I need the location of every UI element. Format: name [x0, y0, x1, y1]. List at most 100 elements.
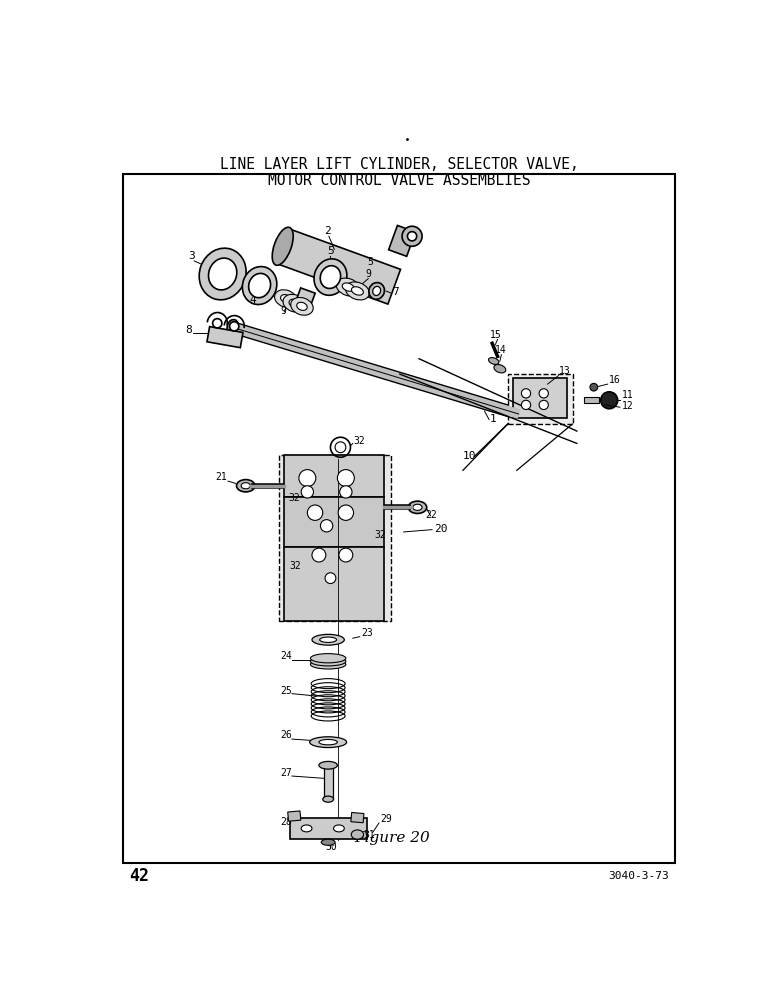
Polygon shape: [388, 225, 416, 256]
Text: 9: 9: [280, 306, 286, 316]
Text: 8: 8: [186, 325, 193, 335]
Text: 25: 25: [280, 686, 292, 696]
Polygon shape: [288, 811, 301, 821]
Text: 7: 7: [392, 287, 399, 297]
Circle shape: [521, 400, 530, 410]
Text: 23: 23: [361, 628, 373, 638]
Bar: [279, 455, 391, 620]
Ellipse shape: [281, 295, 291, 303]
Ellipse shape: [314, 259, 347, 295]
Ellipse shape: [283, 294, 306, 312]
Ellipse shape: [275, 290, 297, 308]
Text: 28: 28: [280, 817, 292, 827]
Circle shape: [601, 392, 618, 409]
Text: 20: 20: [434, 524, 448, 534]
Circle shape: [321, 520, 333, 532]
Text: 15: 15: [490, 330, 502, 340]
Circle shape: [590, 383, 597, 391]
Ellipse shape: [227, 320, 238, 333]
Bar: [324, 765, 333, 799]
Text: 32: 32: [353, 436, 365, 446]
Circle shape: [339, 548, 353, 562]
Text: 16: 16: [609, 375, 621, 385]
Text: 3: 3: [188, 251, 195, 261]
Text: 6: 6: [299, 303, 305, 313]
Ellipse shape: [321, 266, 341, 288]
Ellipse shape: [249, 273, 271, 298]
Circle shape: [229, 322, 239, 331]
Ellipse shape: [346, 282, 370, 300]
Ellipse shape: [289, 299, 300, 307]
Ellipse shape: [320, 637, 337, 642]
Ellipse shape: [321, 839, 335, 845]
Bar: [284, 455, 385, 497]
Polygon shape: [351, 812, 364, 823]
Ellipse shape: [319, 761, 338, 769]
Text: 9: 9: [366, 269, 372, 279]
Ellipse shape: [494, 365, 505, 373]
Text: 2: 2: [324, 226, 331, 236]
Text: 32: 32: [374, 530, 386, 540]
Bar: [513, 378, 567, 418]
Circle shape: [213, 319, 222, 328]
Ellipse shape: [319, 739, 338, 745]
Bar: [508, 374, 573, 424]
Bar: [284, 497, 385, 547]
Ellipse shape: [323, 796, 334, 802]
Text: 4: 4: [250, 295, 257, 305]
Ellipse shape: [312, 634, 344, 645]
Text: 13: 13: [559, 366, 571, 376]
Ellipse shape: [369, 283, 385, 299]
Text: 31: 31: [363, 830, 375, 840]
Ellipse shape: [241, 483, 250, 489]
Bar: [583, 397, 599, 403]
Text: 32: 32: [289, 561, 301, 571]
Ellipse shape: [236, 480, 255, 492]
Ellipse shape: [291, 297, 314, 315]
Ellipse shape: [199, 248, 246, 300]
Ellipse shape: [351, 830, 363, 839]
Text: MOTOR CONTROL VALVE ASSEMBLIES: MOTOR CONTROL VALVE ASSEMBLIES: [268, 173, 531, 188]
Circle shape: [312, 548, 326, 562]
Circle shape: [307, 505, 323, 520]
Ellipse shape: [334, 825, 344, 832]
Text: Figure 20: Figure 20: [354, 831, 430, 845]
Text: 1: 1: [490, 414, 497, 424]
Ellipse shape: [373, 286, 381, 295]
Ellipse shape: [342, 283, 354, 291]
Text: 21: 21: [215, 472, 227, 482]
Text: 24: 24: [280, 651, 292, 661]
Text: 3040-3-73: 3040-3-73: [608, 871, 668, 881]
Ellipse shape: [310, 660, 346, 669]
Circle shape: [301, 486, 314, 498]
Circle shape: [325, 573, 336, 584]
Text: 5: 5: [328, 246, 334, 256]
Text: 5: 5: [367, 257, 374, 267]
Text: 32: 32: [288, 493, 300, 503]
Text: 11: 11: [622, 390, 633, 400]
Text: 10: 10: [463, 451, 477, 461]
Ellipse shape: [413, 504, 422, 510]
Ellipse shape: [336, 278, 360, 296]
Ellipse shape: [296, 302, 307, 310]
Circle shape: [539, 400, 548, 410]
Circle shape: [339, 486, 352, 498]
Text: 14: 14: [495, 345, 507, 355]
Text: LINE LAYER LIFT CYLINDER, SELECTOR VALVE,: LINE LAYER LIFT CYLINDER, SELECTOR VALVE…: [221, 157, 579, 172]
Ellipse shape: [488, 358, 499, 364]
Text: 29: 29: [381, 814, 392, 824]
Ellipse shape: [243, 267, 277, 305]
Circle shape: [539, 389, 548, 398]
Circle shape: [339, 505, 353, 520]
Ellipse shape: [301, 825, 312, 832]
Circle shape: [407, 232, 417, 241]
Text: 22: 22: [425, 510, 437, 520]
Bar: [284, 547, 385, 620]
Bar: [289, 818, 367, 839]
Ellipse shape: [272, 227, 293, 265]
Polygon shape: [207, 327, 243, 348]
Ellipse shape: [352, 287, 363, 295]
Text: 30: 30: [325, 842, 337, 852]
Text: 42: 42: [129, 867, 150, 885]
Ellipse shape: [310, 654, 346, 663]
